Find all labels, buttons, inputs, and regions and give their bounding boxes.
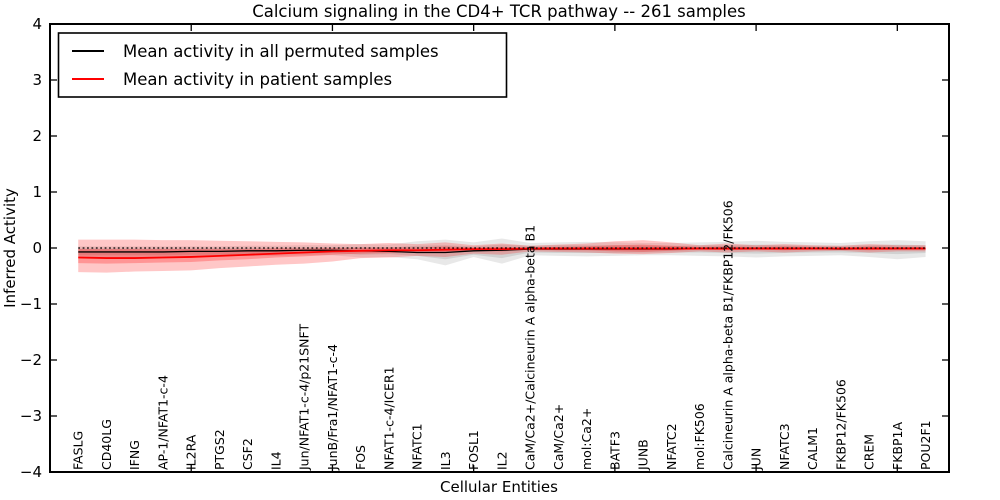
permuted-band-outer (78, 238, 926, 266)
y-axis-label: Inferred Activity (1, 188, 19, 308)
mean-lines-layer (78, 247, 926, 259)
entity-label: CD40LG (99, 419, 114, 470)
entity-label: FKBP12/FK506 (833, 379, 848, 470)
entity-label: IL4 (268, 451, 283, 470)
entity-label: IFNG (127, 440, 142, 470)
entity-label: CREM (862, 434, 877, 470)
entity-label: FOS (353, 445, 368, 470)
entity-label: FOSL1 (466, 430, 481, 470)
axis-ticks-layer (50, 23, 949, 473)
y-tick-label: −1 (20, 295, 42, 313)
entity-label: FASLG (71, 431, 86, 470)
entity-label: NFATC3 (777, 423, 792, 470)
entity-label: AP-1/NFAT1-c-4 (155, 375, 170, 470)
y-tick-labels-layer: −4 −3 −2 −1 0 1 2 3 4 (20, 15, 42, 481)
entity-label: NFAT1-c-4/ICER1 (381, 366, 396, 470)
y-tick-label: −4 (20, 463, 42, 481)
y-tick-label: 3 (32, 71, 42, 89)
legend-label-patient: Mean activity in patient samples (123, 70, 392, 89)
entity-label: CaM/Ca2+ (551, 404, 566, 470)
entity-label: NFATC2 (664, 423, 679, 470)
patient-mean-line (78, 247, 926, 259)
entity-label: Jun/NFAT1-c-4/p21SNFT (297, 324, 312, 471)
entity-label: CaM/Ca2+/Calcineurin A alpha-beta B1 (523, 225, 538, 470)
entity-label: IL2 (494, 451, 509, 470)
x-axis-label: Cellular Entities (440, 478, 558, 496)
entity-label: mol:FK506 (692, 403, 707, 470)
entity-label: PTGS2 (212, 429, 227, 470)
entity-label: Calcineurin A alpha-beta B1/FKBP12/FK506 (720, 200, 735, 470)
entity-label: JUN (749, 448, 764, 471)
entity-label: JUNB (636, 439, 651, 471)
y-tick-label: 4 (32, 15, 42, 33)
y-tick-label: −3 (20, 407, 42, 425)
legend-label-permuted: Mean activity in all permuted samples (123, 42, 439, 61)
legend: Mean activity in all permuted samples Me… (57, 32, 508, 98)
entity-label: BATF3 (607, 431, 622, 470)
y-tick-label: 0 (32, 239, 42, 257)
chart-title: Calcium signaling in the CD4+ TCR pathwa… (252, 2, 746, 21)
y-tick-label: 1 (32, 183, 42, 201)
entity-label: CALM1 (805, 427, 820, 470)
entity-label: IL2RA (184, 434, 199, 470)
entity-label: JunB/Fra1/NFAT1-c-4 (325, 344, 340, 471)
entity-label: NFATC1 (410, 423, 425, 470)
entity-label: mol:Ca2+ (579, 408, 594, 470)
entity-labels-layer: FASLG CD40LG IFNG AP-1/NFAT1-c-4 IL2RA PTGS2 C… (71, 200, 933, 471)
y-tick-label: 2 (32, 127, 42, 145)
legend-box (57, 32, 508, 98)
y-tick-label: −2 (20, 351, 42, 369)
entity-label: IL3 (438, 451, 453, 470)
entity-label: POU2F1 (918, 420, 933, 470)
entity-label: FKBP1A (890, 422, 905, 470)
entity-label: CSF2 (240, 438, 255, 470)
